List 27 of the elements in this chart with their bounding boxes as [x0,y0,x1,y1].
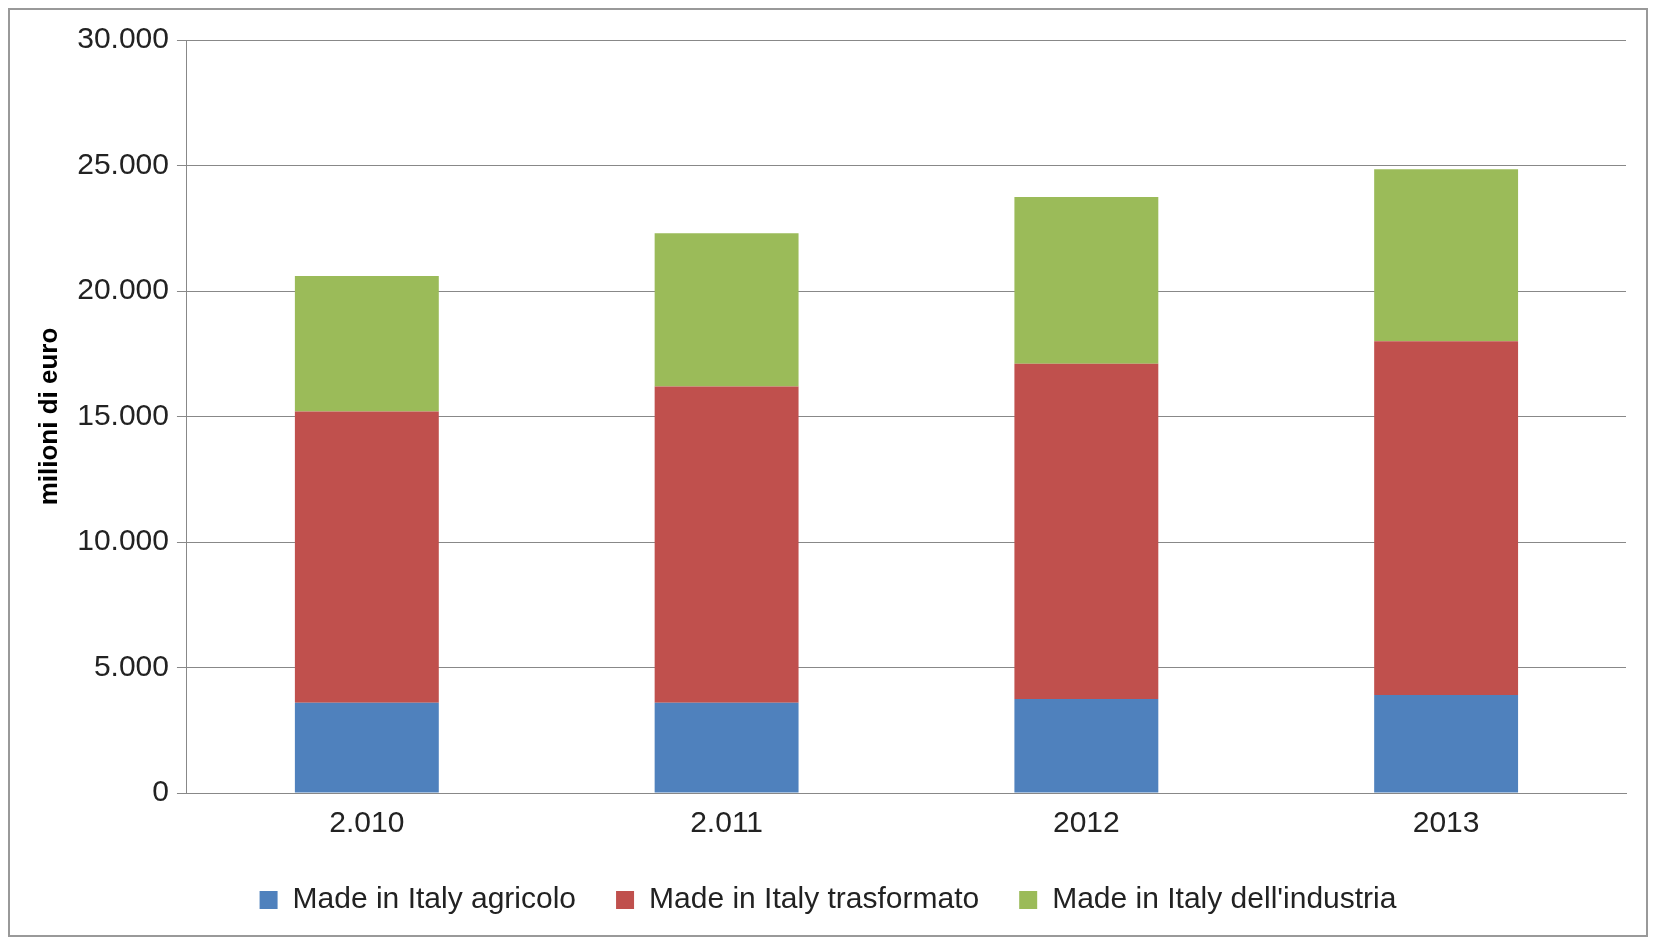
bar [654,233,799,387]
bar [1014,363,1159,699]
bar [294,275,439,412]
x-tick-label: 2.010 [329,805,405,839]
y-tick-label: 5.000 [93,648,169,682]
bar [654,702,799,793]
bar [294,411,439,703]
x-tick-label: 2013 [1412,805,1480,839]
x-tick-label: 2012 [1052,805,1120,839]
bar [1014,698,1159,793]
bar [1374,169,1519,342]
x-tick-label: 2.011 [690,805,764,839]
bar [294,702,439,793]
y-tick-label: 30.000 [77,21,169,55]
legend-label: Made in Italy trasformato [649,881,980,915]
bar [1374,695,1519,793]
bar [1374,341,1519,696]
y-tick-label: 25.000 [77,146,169,180]
y-tick-label: 0 [152,774,169,808]
bar [1014,196,1159,364]
y-tick-label: 20.000 [77,272,169,306]
y-axis-title: milioni di euro [32,327,63,506]
bar [654,386,799,703]
y-tick-label: 15.000 [77,397,169,431]
y-tick-label: 10.000 [77,523,169,557]
legend-label: Made in Italy agricolo [292,881,577,915]
legend-label: Made in Italy dell'industria [1052,881,1397,915]
